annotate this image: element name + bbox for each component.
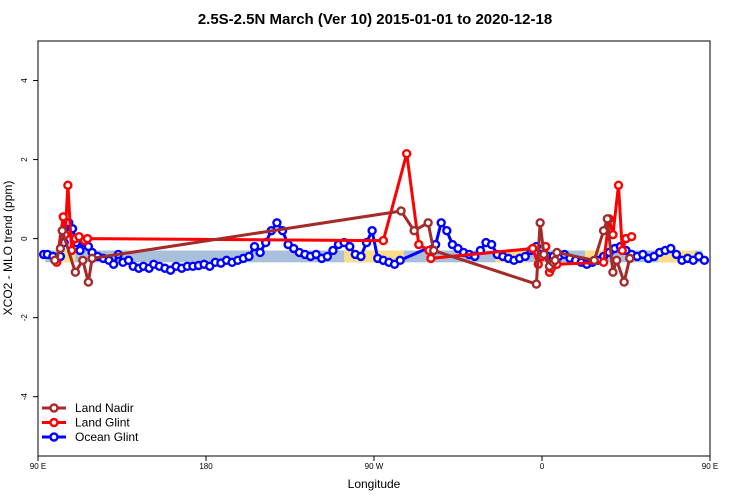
data-point: [123, 255, 134, 266]
data-point: [244, 251, 254, 262]
data-point: [550, 255, 560, 266]
data-point: [395, 255, 405, 266]
data-point: [589, 255, 599, 266]
data-point: [602, 214, 613, 224]
data-point: [429, 245, 439, 256]
data-point: [671, 249, 682, 260]
band-land-segment: [56, 250, 76, 263]
data-point: [401, 148, 412, 159]
x-tick-label: 0: [540, 462, 545, 471]
legend-swatch-marker: [49, 403, 59, 413]
data-point: [436, 218, 446, 228]
series-group: [38, 148, 710, 289]
data-point: [50, 255, 60, 266]
series-line: [55, 153, 633, 278]
data-point: [608, 267, 618, 277]
data-point: [625, 253, 635, 264]
x-tick-label: 180: [199, 462, 213, 471]
data-point: [666, 243, 676, 254]
data-point: [552, 247, 562, 258]
series-land-nadir: [50, 206, 635, 289]
y-tick-label: -2: [20, 314, 29, 322]
data-point: [63, 180, 73, 190]
data-point: [356, 251, 366, 262]
data-point: [539, 249, 549, 260]
x-axis-label: Longitude: [348, 477, 401, 491]
x-tick-label: 90 E: [30, 462, 46, 471]
data-point: [426, 253, 436, 264]
data-point: [328, 245, 338, 256]
data-point: [82, 233, 93, 244]
data-point: [611, 255, 622, 266]
data-point: [619, 277, 629, 287]
y-tick-label: -4: [20, 393, 29, 401]
data-point: [249, 241, 260, 252]
data-point: [367, 226, 377, 236]
data-point: [423, 218, 433, 228]
data-point: [57, 226, 67, 236]
data-point: [613, 180, 624, 190]
y-tick-label: 0: [20, 236, 29, 241]
data-point: [58, 212, 68, 222]
data-point: [520, 251, 530, 262]
data-point: [598, 226, 609, 236]
data-point: [78, 255, 88, 266]
y-tick-label: 4: [20, 78, 29, 83]
data-point: [396, 206, 406, 216]
x-tick-label: 90 W: [365, 462, 384, 471]
data-point: [75, 245, 85, 256]
data-point: [55, 243, 66, 254]
data-point: [87, 253, 97, 264]
data-point: [486, 239, 497, 250]
y-tick-label: 2: [20, 157, 29, 162]
data-point: [70, 267, 81, 277]
y-axis-label: XCO2 - MLO trend (ppm): [1, 181, 15, 316]
legend-label: Land Glint: [75, 416, 130, 430]
data-point: [322, 251, 333, 262]
axes: 90 E 180 90 W 0 90 E -4 -2 0 2 4: [20, 78, 718, 471]
chart-title: 2.5S-2.5N March (Ver 10) 2015-01-01 to 2…: [198, 11, 552, 28]
data-point: [535, 218, 545, 228]
data-point: [345, 241, 355, 252]
data-point: [378, 235, 389, 246]
data-point: [255, 247, 265, 258]
data-point: [531, 279, 542, 289]
data-point: [626, 231, 637, 242]
data-point: [527, 243, 538, 254]
data-point: [598, 257, 609, 268]
data-point: [699, 255, 710, 266]
data-point: [409, 226, 419, 236]
data-point: [414, 239, 424, 250]
x-tick-label: 90 E: [702, 462, 718, 471]
data-point: [272, 218, 282, 228]
legend-label: Ocean Glint: [75, 430, 139, 444]
data-point: [442, 226, 452, 236]
data-point: [83, 277, 94, 287]
data-point: [617, 245, 627, 256]
legend-label: Land Nadir: [75, 401, 134, 415]
legend-swatch-marker: [49, 417, 59, 428]
data-point: [108, 259, 119, 270]
legend-swatch-marker: [49, 432, 59, 442]
